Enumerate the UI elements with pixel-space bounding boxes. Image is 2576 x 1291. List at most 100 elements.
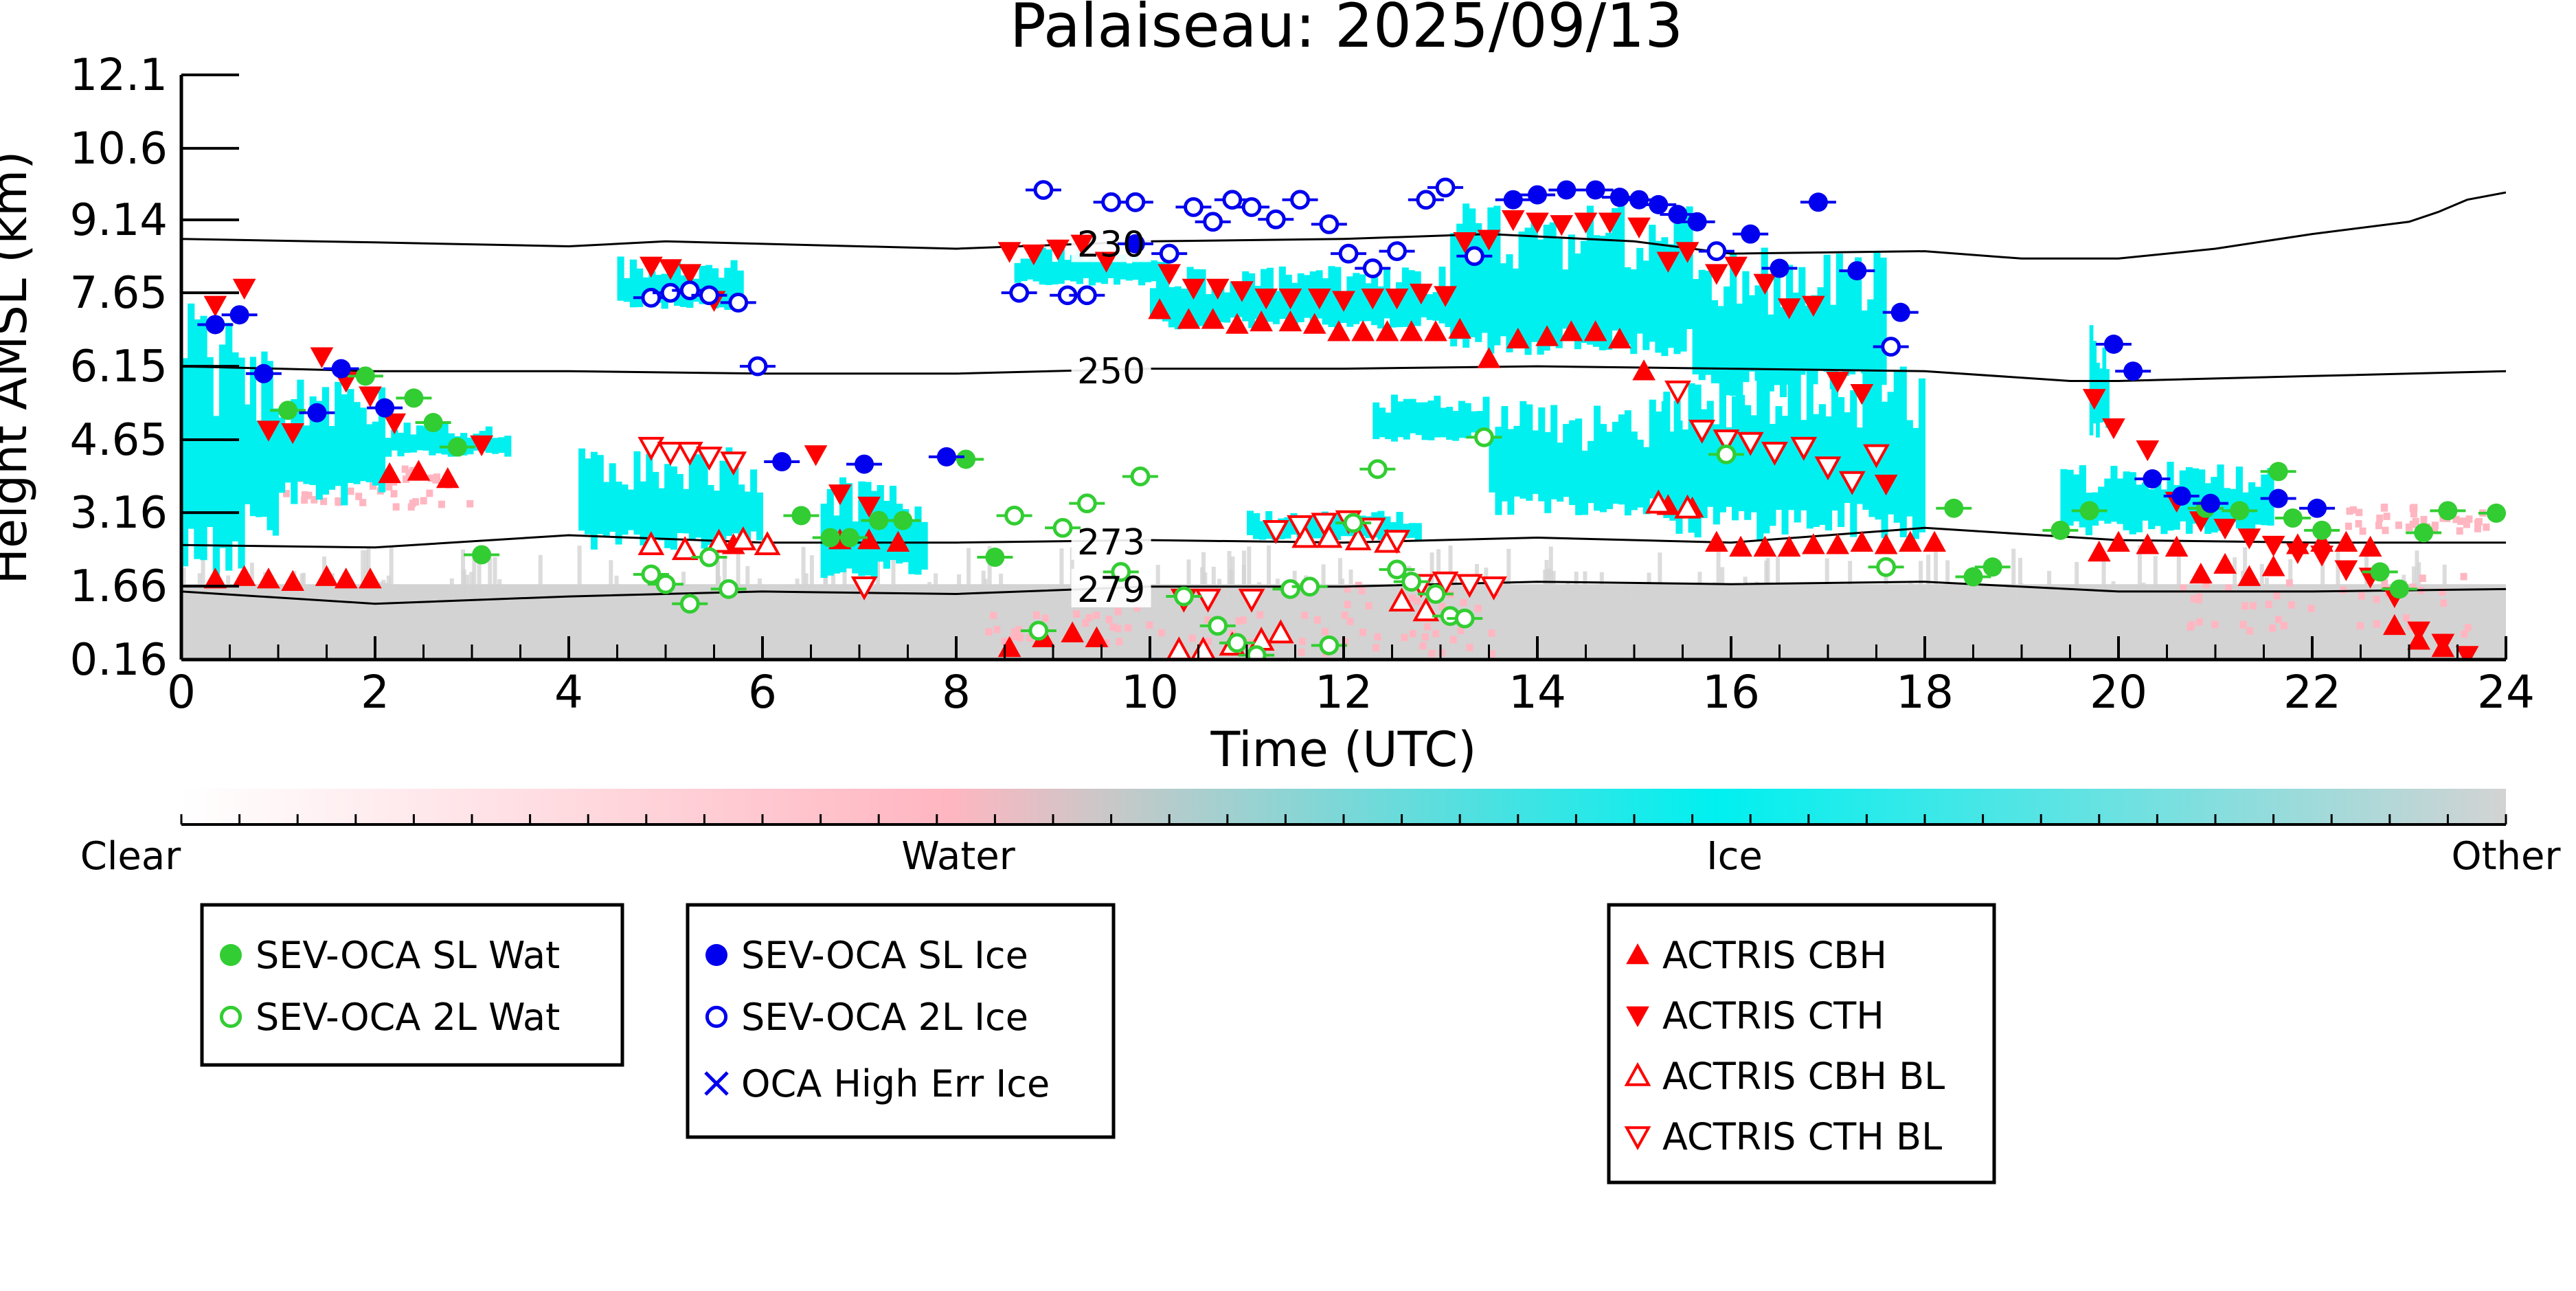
other-class-streak (1470, 587, 1475, 604)
actris-point (2189, 562, 2213, 584)
oca-point (956, 449, 976, 469)
ice-class-column (883, 500, 890, 569)
other-class-streak (488, 557, 493, 604)
water-class-speck (2211, 620, 2219, 629)
ice-class-column (1550, 405, 1558, 499)
water-class-speck (2409, 583, 2417, 592)
water-class-speck (1204, 616, 1212, 624)
oca-point (2370, 562, 2390, 582)
actris-point (1724, 256, 1748, 278)
other-class-streak (386, 575, 391, 604)
actris-point (1412, 597, 1440, 622)
other-class-streak (804, 573, 809, 604)
water-class-speck (1474, 605, 1482, 612)
y-tick-label: 0.16 (70, 635, 168, 686)
actris-point (1254, 288, 1278, 310)
ice-class-column (1469, 208, 1476, 337)
ice-class-column (416, 425, 424, 451)
water-class-speck (411, 498, 419, 506)
ice-class-column (1767, 314, 1774, 392)
actris-point (1278, 288, 1302, 310)
oca-point (1208, 616, 1228, 636)
other-class-streak (999, 573, 1004, 604)
ice-class-column (730, 260, 738, 302)
ice-class-column (1588, 440, 1595, 504)
x-tick-label: 10 (1121, 666, 1179, 719)
ice-class-column (1414, 523, 1422, 541)
ice-class-column (309, 396, 317, 485)
ice-class-column (1217, 284, 1225, 323)
other-class-streak (1506, 548, 1511, 604)
actris-point (1206, 278, 1230, 300)
other-class-streak (681, 572, 686, 604)
water-class-speck (1103, 639, 1110, 647)
other-class-streak (1720, 567, 1725, 604)
water-class-speck (1428, 649, 1436, 658)
ice-class-column (1599, 236, 1607, 350)
ice-class-column (623, 278, 631, 302)
ice-class-column (1397, 401, 1404, 438)
ice-class-column (1014, 262, 1021, 283)
actris-point (2407, 621, 2430, 642)
ice-class-column (1649, 399, 1656, 499)
legend-frame (686, 903, 1116, 1139)
ice-class-column (1592, 235, 1601, 347)
actris-point (1061, 621, 1085, 642)
ice-class-column (1297, 273, 1304, 322)
water-class-speck (1157, 629, 1165, 637)
other-class-streak (1612, 586, 1616, 604)
ice-class-column (1401, 267, 1409, 327)
ice-class-column (249, 357, 257, 517)
other-class-streak (201, 555, 205, 604)
ice-class-column (2079, 465, 2086, 528)
ice-class-column (359, 407, 367, 482)
actris-point (2237, 565, 2261, 586)
actris-point (1177, 308, 1201, 329)
actris-point (857, 496, 881, 518)
ice-class-column (1186, 267, 1194, 322)
y-tick-label: 4.65 (70, 415, 168, 466)
actris-point (1070, 234, 1094, 256)
actris-point (1477, 229, 1501, 251)
ice-class-column (2116, 478, 2124, 524)
ice-class-column (1805, 305, 1812, 372)
actris-point (1627, 217, 1651, 238)
actris-point (678, 264, 702, 285)
oca-point (307, 403, 327, 423)
ice-class-column (1555, 238, 1563, 348)
oca-point (1401, 572, 1422, 592)
actris-point (1434, 286, 1457, 307)
ice-class-column (1636, 247, 1644, 334)
actris-point (1302, 313, 1326, 334)
ice-class-column (2098, 486, 2105, 521)
oca-point (1290, 190, 1310, 210)
water-class-speck (369, 482, 376, 490)
other-class-streak (1059, 548, 1064, 604)
actris-point (1656, 251, 1680, 273)
other-class-streak (1824, 558, 1829, 604)
ice-class-column (315, 401, 323, 500)
ice-class-column (1039, 247, 1046, 285)
oca-point (1464, 246, 1484, 267)
ice-class-column (1045, 249, 1052, 285)
ice-class-column (1569, 420, 1577, 506)
water-class-speck (1372, 644, 1380, 652)
ice-class-column (1379, 407, 1386, 438)
water-class-speck (1298, 649, 1305, 656)
water-class-speck (1321, 627, 1329, 636)
oca-point (2143, 469, 2162, 489)
other-class-streak (1453, 574, 1458, 604)
ice-class-column (1682, 429, 1689, 504)
other-class-streak (1709, 585, 1714, 604)
water-class-speck (2452, 515, 2460, 524)
legend-box: SEV-OCA SL Ice SEV-OCA 2L Ice OCA High Err… (686, 903, 1116, 1139)
actris-point (1802, 295, 1825, 317)
water-class-speck (1460, 598, 1467, 607)
ice-class-column (914, 506, 922, 575)
oca-point (1159, 243, 1179, 264)
oca-point (1503, 190, 1523, 210)
actris-point (1332, 291, 1355, 312)
ice-class-column (713, 491, 721, 547)
ice-class-column (1761, 247, 1768, 386)
other-class-streak (1566, 583, 1570, 604)
